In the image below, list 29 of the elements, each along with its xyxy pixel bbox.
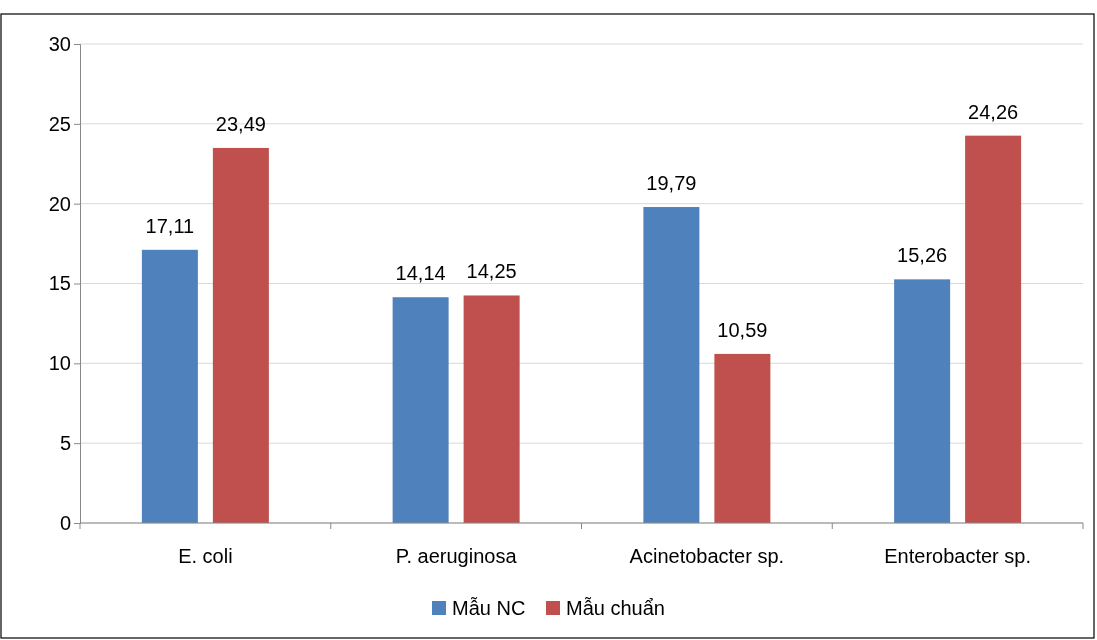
y-tick-label: 5	[59, 432, 71, 455]
x-tick-label: E. coli	[178, 545, 233, 567]
y-tick-label: 10	[48, 352, 71, 375]
y-tick-label: 30	[48, 32, 71, 55]
y-tick-label: 15	[48, 272, 71, 295]
data-label: 10,59	[717, 318, 768, 341]
legend-label: Mẫu chuẩn	[566, 597, 665, 619]
legend-label: Mẫu NC	[452, 597, 526, 619]
y-tick-label: 0	[59, 511, 71, 534]
bar	[141, 249, 198, 523]
x-tick-label: Acinetobacter sp.	[629, 545, 785, 567]
bar	[463, 295, 520, 523]
bar	[643, 207, 700, 523]
bar	[965, 135, 1022, 523]
bar	[714, 353, 771, 523]
x-tick-label: P. aeruginosa	[395, 545, 518, 567]
x-tick-label: Enterobacter sp.	[884, 545, 1031, 567]
data-label: 23,49	[215, 112, 266, 135]
data-label: 14,25	[466, 260, 517, 283]
data-label: 17,11	[145, 214, 195, 237]
data-label: 19,79	[646, 172, 697, 195]
bar	[212, 147, 269, 523]
bar	[392, 297, 449, 523]
bar	[894, 279, 951, 523]
y-tick-label: 25	[48, 112, 71, 135]
data-label: 14,14	[395, 262, 446, 285]
data-label: 15,26	[897, 244, 948, 267]
data-label: 24,26	[968, 100, 1019, 123]
y-tick-label: 20	[48, 192, 71, 215]
